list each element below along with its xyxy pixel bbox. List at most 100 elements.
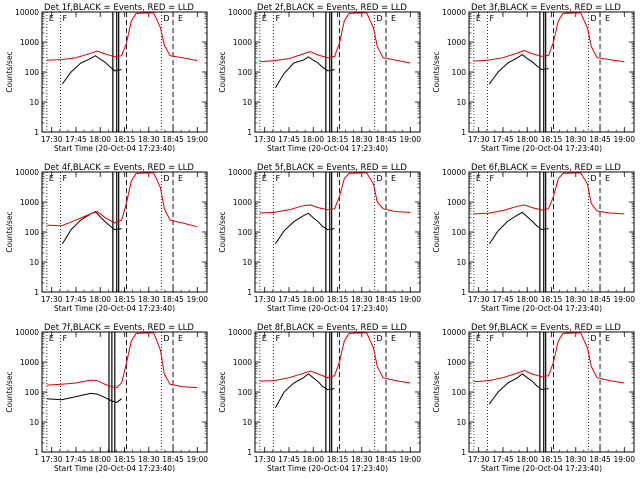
marker-label: E xyxy=(476,334,481,343)
marker-label: E xyxy=(605,14,610,23)
x-tick-label: 18:45 xyxy=(589,455,611,464)
x-tick-label: 17:30 xyxy=(468,135,490,144)
detector-panel: Det 5f,BLACK = Events, RED = LLD 1 10 100 10… xyxy=(218,163,421,313)
x-axis-label: Start Time (20-Oct-04 17:23:40) xyxy=(481,304,602,313)
marker-label: F xyxy=(62,334,67,343)
plot-frame xyxy=(468,331,635,453)
y-tick-label: 100 xyxy=(25,388,40,397)
y-tick-label: 10 xyxy=(29,98,39,107)
y-tick-label: 100 xyxy=(452,68,467,77)
x-tick-label: 19:00 xyxy=(399,135,421,144)
y-tick-label: 10000 xyxy=(15,8,39,17)
y-tick-label: 1000 xyxy=(447,358,466,367)
lld-series-line xyxy=(259,172,411,214)
x-tick-label: 17:45 xyxy=(278,135,300,144)
marker-label: D xyxy=(590,174,596,183)
panel-title: Det 4f,BLACK = Events, RED = LLD xyxy=(44,163,194,173)
y-tick-label: 1000 xyxy=(447,198,466,207)
y-tick-label: 10 xyxy=(29,258,39,267)
x-tick-label: 17:45 xyxy=(65,295,87,304)
x-axis-label: Start Time (20-Oct-04 17:23:40) xyxy=(481,464,602,473)
y-tick-label: 100 xyxy=(238,68,253,77)
x-tick-label: 18:15 xyxy=(114,135,136,144)
marker-label: E xyxy=(262,334,267,343)
x-tick-label: 18:30 xyxy=(138,135,160,144)
x-tick-label: 19:00 xyxy=(186,295,208,304)
y-tick-label: 100 xyxy=(452,388,467,397)
marker-label: E xyxy=(49,334,54,343)
x-axis-label: Start Time (20-Oct-04 17:23:40) xyxy=(481,144,602,153)
x-tick-label: 18:30 xyxy=(351,295,373,304)
y-tick-label: 10 xyxy=(29,418,39,427)
plot-frame xyxy=(254,11,421,133)
y-tick-label: 10000 xyxy=(442,8,466,17)
panel-title: Det 3f,BLACK = Events, RED = LLD xyxy=(471,3,621,13)
x-tick-label: 17:30 xyxy=(254,455,276,464)
y-tick-label: 100 xyxy=(452,228,467,237)
marker-label: E xyxy=(391,14,396,23)
y-tick-label: 10000 xyxy=(228,168,252,177)
x-tick-label: 17:45 xyxy=(65,455,87,464)
marker-label: F xyxy=(62,174,67,183)
x-tick-label: 17:30 xyxy=(41,135,63,144)
y-tick-label: 1 xyxy=(461,448,466,457)
x-tick-label: 19:00 xyxy=(399,295,421,304)
events-series-line xyxy=(488,211,549,245)
x-tick-label: 18:15 xyxy=(114,295,136,304)
x-tick-label: 18:00 xyxy=(302,295,324,304)
y-axis-label: Counts/sec xyxy=(218,211,227,252)
x-tick-label: 18:30 xyxy=(351,455,373,464)
events-series-line xyxy=(488,373,549,405)
lld-series-line xyxy=(259,12,411,64)
marker-label: F xyxy=(275,174,280,183)
y-tick-label: 1 xyxy=(34,448,39,457)
detector-panel: Det 2f,BLACK = Events, RED = LLD 1 10 100 10… xyxy=(218,3,421,153)
x-tick-label: 19:00 xyxy=(613,295,635,304)
x-tick-label: 18:45 xyxy=(162,135,184,144)
x-tick-label: 18:45 xyxy=(375,295,397,304)
marker-label: E xyxy=(49,14,54,23)
y-tick-label: 1 xyxy=(247,288,252,297)
y-axis-label: Counts/sec xyxy=(5,211,14,252)
x-tick-label: 18:45 xyxy=(162,295,184,304)
y-tick-label: 1 xyxy=(247,448,252,457)
panel-title: Det 1f,BLACK = Events, RED = LLD xyxy=(44,3,194,13)
x-tick-label: 18:45 xyxy=(162,455,184,464)
y-tick-label: 100 xyxy=(25,68,40,77)
y-axis-label: Counts/sec xyxy=(432,51,441,92)
plot-frame xyxy=(468,11,635,133)
x-tick-label: 18:30 xyxy=(565,455,587,464)
x-tick-label: 19:00 xyxy=(186,135,208,144)
y-tick-label: 10 xyxy=(456,258,466,267)
marker-label: D xyxy=(163,14,169,23)
x-tick-label: 19:00 xyxy=(613,135,635,144)
events-series-line xyxy=(274,56,335,88)
lld-series-line xyxy=(46,172,198,228)
y-tick-label: 10000 xyxy=(15,168,39,177)
y-axis-label: Counts/sec xyxy=(5,371,14,412)
x-axis-label: Start Time (20-Oct-04 17:23:40) xyxy=(54,464,175,473)
y-axis-label: Counts/sec xyxy=(5,51,14,92)
x-tick-label: 18:15 xyxy=(327,455,349,464)
x-tick-label: 17:45 xyxy=(278,455,300,464)
x-tick-label: 18:30 xyxy=(351,135,373,144)
y-axis-label: Counts/sec xyxy=(432,371,441,412)
marker-label: E xyxy=(476,14,481,23)
x-axis-label: Start Time (20-Oct-04 17:23:40) xyxy=(267,144,388,153)
marker-label: E xyxy=(178,14,183,23)
marker-label: F xyxy=(275,14,280,23)
detector-panel: Det 7f,BLACK = Events, RED = LLD 1 10 100 10… xyxy=(5,323,208,473)
marker-label: E xyxy=(178,334,183,343)
x-tick-label: 17:30 xyxy=(41,295,63,304)
y-tick-label: 10000 xyxy=(228,8,252,17)
marker-label: D xyxy=(163,334,169,343)
panel-title: Det 8f,BLACK = Events, RED = LLD xyxy=(257,323,407,333)
plot-frame xyxy=(41,331,208,453)
x-tick-label: 18:15 xyxy=(114,455,136,464)
marker-label: E xyxy=(49,174,54,183)
events-series-line xyxy=(61,55,122,85)
plot-frame xyxy=(41,171,208,293)
panel-title: Det 2f,BLACK = Events, RED = LLD xyxy=(257,3,407,13)
detector-panel: Det 3f,BLACK = Events, RED = LLD 1 10 100 10… xyxy=(432,3,635,153)
panel-title: Det 6f,BLACK = Events, RED = LLD xyxy=(471,163,621,173)
